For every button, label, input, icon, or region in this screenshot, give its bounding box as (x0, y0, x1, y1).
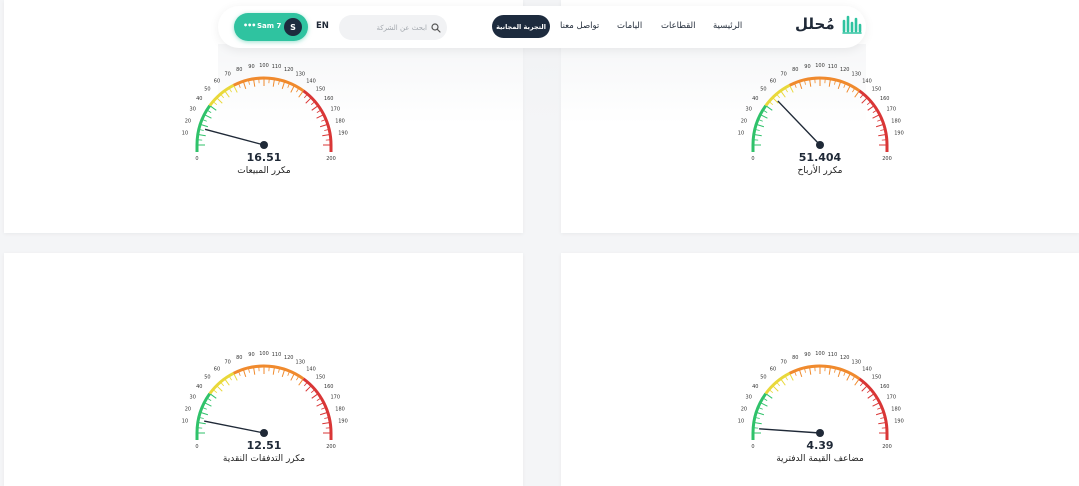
user-menu-button[interactable]: ••• Sam 7 S (234, 13, 308, 41)
search-icon (431, 22, 441, 33)
more-icon: ••• (243, 21, 256, 30)
language-toggle[interactable]: EN (316, 21, 329, 31)
nav-link-sectors[interactable]: القطاعات (661, 21, 696, 31)
nav-link-plans[interactable]: اليامات (617, 21, 643, 31)
gauge-value: 16.51 (246, 151, 282, 164)
gauge-value: 4.39 (806, 439, 834, 452)
logo-icon (841, 15, 862, 34)
nav-link-home[interactable]: الرئيسية (713, 21, 743, 31)
gauge-label: مكرر الأرباح (797, 166, 843, 176)
gauge-label: مكرر التدفقات النقدية (222, 454, 306, 464)
search-input[interactable] (347, 23, 427, 32)
logo-text: مُحلل (795, 15, 835, 33)
navbar-shadow (218, 44, 866, 124)
gauge-value: 12.51 (246, 439, 282, 452)
free-trial-button[interactable]: التجربة المجانية (492, 15, 550, 38)
gauge-label: مكرر المبيعات (237, 166, 291, 176)
gauge-value: 51.404 (798, 151, 842, 164)
logo[interactable]: مُحلل (795, 13, 863, 35)
search-box[interactable] (339, 15, 447, 40)
user-name: Sam 7 (257, 22, 282, 30)
nav-link-contact[interactable]: تواصل معنا (560, 21, 600, 31)
gauge-label: مضاعف القيمة الدفترية (776, 454, 864, 464)
avatar: S (284, 18, 302, 36)
